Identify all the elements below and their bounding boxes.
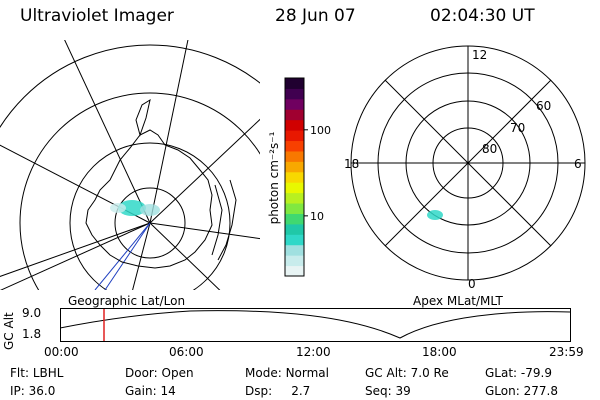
colorbar-segment (285, 192, 304, 204)
mlt-label-18: 18 (344, 157, 359, 171)
meridian (0, 222, 151, 277)
mlt-label-6: 6 (574, 157, 582, 171)
colorbar-tick-label: 100 (310, 124, 331, 137)
colorbar-segment (285, 203, 304, 214)
colorbar-segment (285, 171, 304, 183)
colorbar-segment (285, 182, 304, 194)
alt-plot-frame (60, 308, 571, 342)
colorbar-segment (285, 244, 304, 256)
colorbar-scale (285, 78, 304, 277)
info-gc-alt: GC Alt: 7.0 Re (365, 366, 449, 380)
info-glon: GLon: 277.8 (485, 384, 558, 398)
polar-map: 12 18 6 0 60 70 80 (344, 45, 586, 290)
observation-time: 02:04:30 UT (430, 6, 535, 26)
meridian (64, 40, 151, 224)
lat-circle-50 (0, 44, 260, 129)
colorbar-segment (285, 255, 304, 267)
info-glat: GLat: -79.9 (485, 366, 552, 380)
mlt-label-0: 0 (468, 277, 476, 290)
colorbar: 100 10 photon cm⁻²s⁻¹ (267, 77, 331, 277)
alt-xtick-2359: 23:59 (549, 345, 584, 359)
colorbar-segment (285, 109, 304, 121)
mlat-label-60: 60 (536, 99, 551, 113)
geographic-map (0, 40, 260, 290)
lat-circle-60 (19, 92, 260, 290)
aurora-emission (140, 204, 160, 216)
colorbar-segment (285, 78, 304, 89)
alt-xtick-1800: 18:00 (422, 345, 457, 359)
image-title: Ultraviolet Imager (20, 6, 174, 26)
aurora-emission (118, 200, 146, 216)
peninsula-coastline (135, 98, 151, 137)
alt-xtick-1200: 12:00 (296, 345, 331, 359)
info-door: Door: Open (125, 366, 194, 380)
observation-date: 28 Jun 07 (275, 6, 356, 26)
continent-coastline (211, 184, 223, 256)
info-ip: IP: 36.0 (10, 384, 56, 398)
altitude-plot (60, 308, 571, 342)
aurora-emission (427, 210, 443, 220)
polar-panel-label: Apex MLat/MLT (413, 294, 503, 308)
mlat-label-80: 80 (482, 142, 497, 156)
colorbar-frame (284, 77, 305, 277)
meridian (132, 222, 151, 290)
colorbar-segment (285, 161, 304, 173)
altitude-curve (60, 310, 571, 339)
info-dsp: Dsp: 2.7 (245, 384, 311, 398)
meridian (149, 40, 189, 224)
alt-ytick-max: 9.0 (22, 306, 42, 320)
info-seq: Seq: 39 (365, 384, 411, 398)
geo-panel-label: Geographic Lat/Lon (68, 294, 186, 308)
alt-plot-ylabel: GC Alt (2, 312, 16, 350)
alt-xtick-0000: 00:00 (44, 345, 79, 359)
colorbar-tick-label: 10 (310, 210, 324, 223)
colorbar-segment (285, 234, 304, 246)
meridian (149, 118, 260, 224)
info-mode: Mode: Normal (245, 366, 329, 380)
track-line (94, 222, 151, 290)
mlt-label-12: 12 (472, 48, 487, 62)
colorbar-segment (285, 119, 304, 131)
meridian (149, 222, 260, 240)
continent-coastline (217, 179, 237, 261)
colorbar-segment (285, 130, 304, 142)
alt-ytick-min: 1.8 (22, 327, 42, 341)
colorbar-segment (285, 88, 304, 100)
mlat-label-70: 70 (510, 121, 525, 135)
alt-xtick-0600: 06:00 (169, 345, 204, 359)
track-line (104, 222, 151, 290)
antarctica-coastline (85, 129, 213, 269)
aurora-emission (110, 203, 126, 213)
info-filter: Flt: LBHL (10, 366, 64, 380)
lat-circle-70 (69, 142, 231, 290)
colorbar-unit-label: photon cm⁻²s⁻¹ (267, 131, 281, 224)
mlt-line-diagonal (384, 79, 552, 247)
meridian (149, 222, 221, 290)
colorbar-segment (285, 98, 304, 110)
colorbar-segment (285, 213, 304, 225)
colorbar-segment (285, 140, 304, 152)
lat-circle-80 (114, 187, 186, 259)
meridian (0, 222, 151, 290)
colorbar-segment (285, 150, 304, 162)
colorbar-segment (285, 265, 304, 277)
colorbar-segment (285, 223, 304, 235)
info-gain: Gain: 14 (125, 384, 176, 398)
